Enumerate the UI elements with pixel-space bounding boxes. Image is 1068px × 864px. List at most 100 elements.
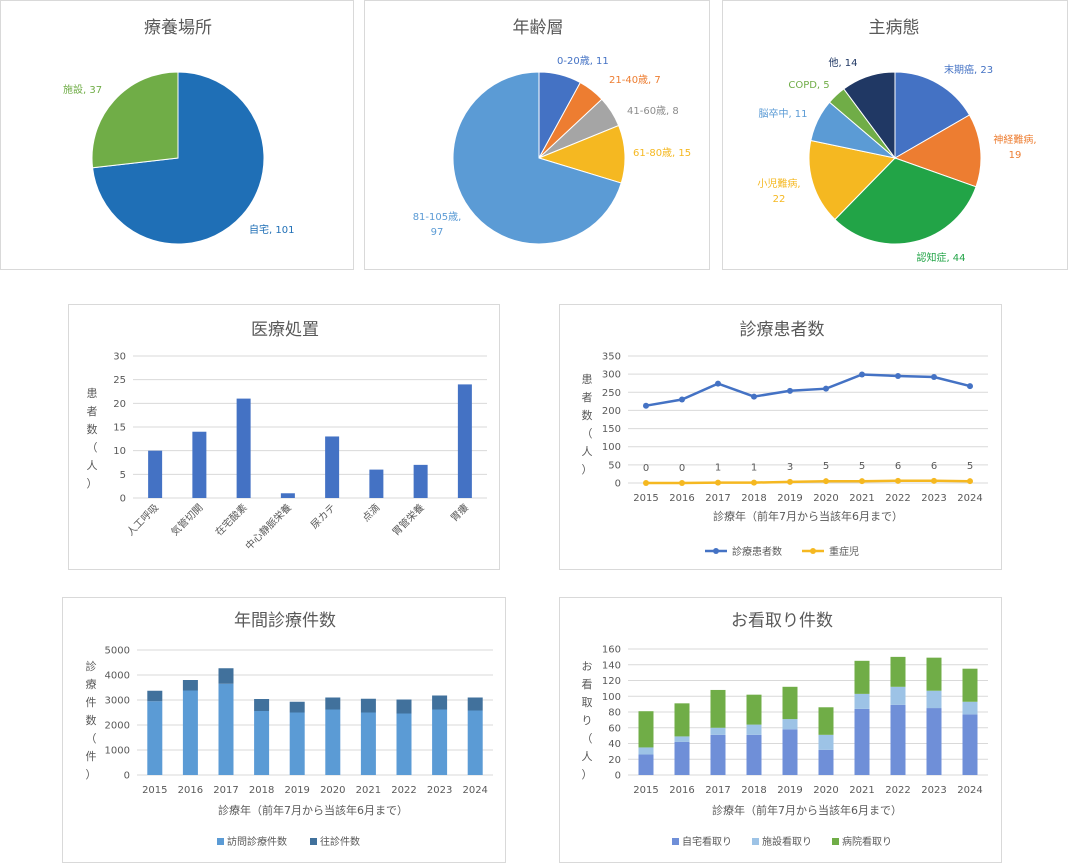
- x-axis-label: 診療年（前年7月から当該年6月まで）: [712, 803, 902, 817]
- bar-2-1: [674, 703, 690, 737]
- data-label-3: 1: [751, 463, 757, 474]
- bar-0-1: [674, 741, 690, 775]
- legend-swatch-2: [832, 838, 839, 845]
- bar-0-7: [396, 713, 412, 775]
- x-tick-label-5: 2020: [813, 785, 838, 796]
- chart-title: 診療患者数: [740, 320, 825, 340]
- pie-label-0: 0-20歳, 11: [557, 55, 609, 67]
- chart-title: 年齢層: [513, 18, 564, 38]
- y-tick-label-3: 60: [608, 723, 621, 734]
- y-tick-label-4: 80: [608, 708, 621, 719]
- bar-0-0: [147, 701, 163, 775]
- series-1-point-9: [967, 478, 973, 485]
- bar-1-4: [782, 719, 798, 730]
- bar-0-0: [638, 754, 654, 775]
- pie-label-4-line2: 97: [431, 227, 444, 238]
- legend-swatch-0: [672, 838, 679, 845]
- pie-label-3: 61-80歳, 15: [633, 147, 691, 159]
- y-tick-label-2: 40: [608, 739, 621, 750]
- y-tick-label-7: 140: [602, 660, 621, 671]
- bar-6: [413, 464, 428, 498]
- data-label-7: 6: [895, 461, 901, 472]
- y-tick-label-2: 2000: [105, 721, 130, 732]
- series-1-point-1: [679, 480, 685, 486]
- series-1-point-4: [787, 478, 793, 485]
- y-tick-label-6: 300: [602, 370, 621, 381]
- x-tick-label-5: 点滴: [359, 501, 382, 524]
- chart-deaths: お看取り件数 0 20 40 60 80 100 120 140 160 お看取り（人） 2015 20…: [582, 611, 988, 848]
- series-1-point-6: [859, 478, 865, 485]
- pie-label-6: 他, 14: [828, 56, 857, 69]
- bar-1-6: [854, 693, 870, 709]
- legend-marker-0: [713, 548, 719, 554]
- legend-swatch-0: [217, 838, 224, 845]
- x-tick-label-6: 2021: [356, 785, 381, 796]
- bar-0-8: [432, 709, 448, 775]
- x-tick-label-0: 2015: [633, 493, 658, 504]
- y-tick-label-5: 100: [602, 692, 621, 703]
- bar-0-2: [218, 683, 234, 775]
- bar-0-9: [962, 714, 978, 775]
- pie-label-4: 81-105歳,: [413, 211, 462, 223]
- legend-label-2: 病院看取り: [842, 835, 892, 848]
- chart-title: 医療処置: [251, 320, 319, 340]
- pie-slice-3: [808, 139, 896, 221]
- series-0-point-3: [751, 393, 757, 400]
- chart-visits-panel: 年間診療件数 0 1000 2000 3000 4000 5000 診療件数（件） 2015 20…: [62, 597, 506, 863]
- pie-slice-2: [834, 157, 977, 245]
- x-axis-label: 診療年（前年7月から当該年6月まで）: [218, 803, 408, 817]
- bar-1-0: [147, 690, 163, 702]
- bar-0-9: [467, 710, 483, 775]
- pie-label-1: 21-40歳, 7: [609, 74, 661, 86]
- series-1-point-7: [895, 477, 901, 484]
- x-tick-label-3: 2018: [741, 493, 766, 504]
- chart-age-panel: 年齢層 0-20歳, 11 21-40歳, 7 41-60歳, 8 61-80歳, 15…: [364, 0, 710, 270]
- bar-1-9: [962, 701, 978, 715]
- y-tick-label-5: 25: [113, 375, 126, 386]
- x-tick-label-5: 2020: [813, 493, 838, 504]
- chart-deaths-panel: お看取り件数 0 20 40 60 80 100 120 140 160 お看取り（人） 2015 20…: [559, 597, 1002, 863]
- y-tick-label-0: 0: [615, 771, 621, 782]
- bar-1-8: [926, 690, 942, 709]
- bar-1-2: [218, 668, 234, 684]
- bar-0-6: [854, 708, 870, 775]
- x-tick-label-2: 2017: [705, 493, 730, 504]
- y-tick-label-0: 0: [120, 494, 126, 505]
- x-tick-label-4: 2019: [284, 785, 309, 796]
- x-tick-label-7: 2022: [885, 785, 910, 796]
- y-tick-label-5: 250: [602, 388, 621, 399]
- pie-label-0: 末期癌, 23: [944, 63, 993, 76]
- bar-0-5: [818, 749, 834, 775]
- legend-swatch-1: [752, 838, 759, 845]
- pie-label-2: 41-60歳, 8: [627, 105, 679, 117]
- pie-label-1: 神経難病,: [993, 133, 1036, 146]
- bar-0-2: [710, 734, 726, 775]
- series-0-point-0: [643, 402, 649, 409]
- chart-title: 療養場所: [144, 18, 212, 38]
- bar-0-3: [254, 711, 270, 775]
- legend-marker-1: [810, 548, 816, 554]
- pie-slice-6: [843, 71, 896, 160]
- x-tick-label-2: 2017: [705, 785, 730, 796]
- chart-title: お看取り件数: [731, 611, 833, 631]
- pie-label-0: 自宅, 101: [249, 223, 294, 236]
- y-tick-label-7: 350: [602, 352, 621, 363]
- x-tick-label-3: 2018: [741, 785, 766, 796]
- bar-1-3: [746, 724, 762, 735]
- bar-1-5: [818, 734, 834, 750]
- x-tick-label-1: 2016: [669, 785, 694, 796]
- x-tick-label-4: 2019: [777, 493, 802, 504]
- series-0-point-2: [715, 380, 721, 387]
- legend-label-0: 自宅看取り: [682, 835, 732, 848]
- bar-1-8: [432, 695, 448, 710]
- pie-slice-1: [91, 71, 179, 169]
- x-tick-label-1: 気管切開: [168, 501, 205, 538]
- chart-visits: 年間診療件数 0 1000 2000 3000 4000 5000 診療件数（件） 2015 20…: [86, 611, 493, 848]
- bar-2-0: [638, 711, 654, 748]
- data-label-4: 3: [787, 462, 793, 473]
- x-axis-label: 診療年（前年7月から当該年6月まで）: [713, 509, 903, 523]
- legend-label-0: 診療患者数: [732, 545, 782, 558]
- bar-0-8: [926, 708, 942, 775]
- x-tick-label-4: 2019: [777, 785, 802, 796]
